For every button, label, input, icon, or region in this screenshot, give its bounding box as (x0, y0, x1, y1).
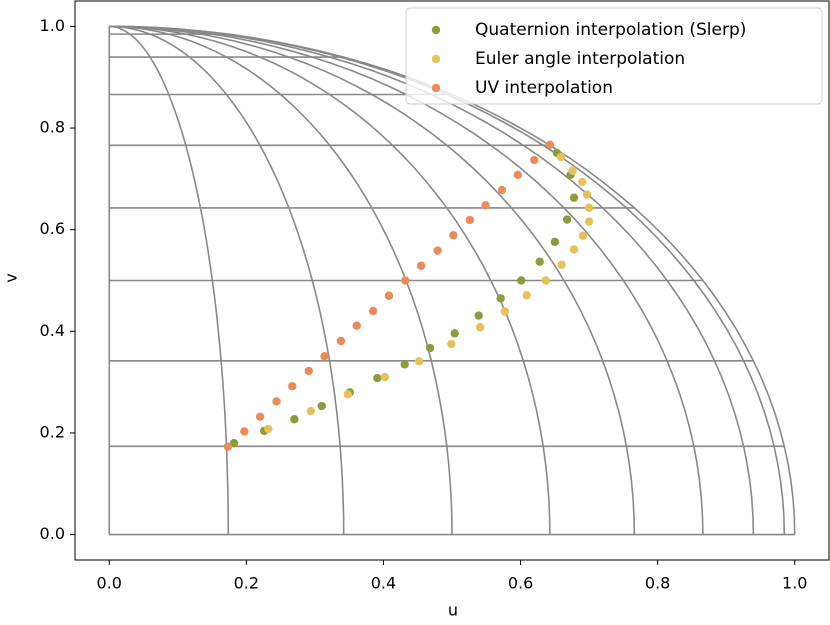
meridian (109, 25, 704, 535)
meridian (109, 25, 345, 535)
x-tick-label: 0.2 (234, 574, 259, 593)
meridian (109, 25, 755, 535)
scatter-point (475, 323, 485, 332)
legend-marker (431, 54, 441, 64)
scatter-point (384, 291, 394, 300)
scatter-point (474, 311, 483, 320)
scatter-point (320, 352, 329, 361)
scatter-point (272, 397, 281, 406)
scatter-point (562, 215, 572, 224)
scatter-point (584, 203, 594, 213)
scatter-point (530, 155, 539, 165)
legend-marker (431, 83, 441, 93)
meridian (109, 25, 453, 535)
scatter-point (556, 152, 566, 162)
scatter-point (336, 336, 346, 346)
x-tick-label: 0.4 (371, 574, 396, 593)
scatter-point (578, 231, 588, 240)
scatter-point (288, 382, 297, 391)
legend-box (405, 7, 823, 105)
meridian (109, 25, 551, 535)
scatter-point (368, 306, 378, 316)
scatter-point (264, 424, 273, 434)
scatter-point (401, 276, 410, 285)
scatter-point (550, 237, 560, 247)
scatter-point (304, 366, 313, 376)
legend-marker (431, 25, 441, 35)
scatter-point (569, 245, 579, 254)
scatter-point (496, 294, 505, 303)
x-tick-label: 0.6 (508, 574, 533, 593)
scatter-point (568, 166, 577, 175)
y-tick-label: 0.8 (40, 118, 65, 137)
plot-frame (74, 0, 830, 561)
scatter-point (569, 193, 579, 202)
scatter-point (481, 201, 490, 210)
scatter-point (450, 329, 459, 338)
scatter-point (255, 412, 265, 421)
y-tick-label: 0.6 (40, 219, 65, 238)
legend-label: UV interpolation (475, 78, 613, 98)
scatter-point (522, 291, 531, 300)
scatter-point (306, 406, 315, 416)
scatter-point (290, 415, 299, 424)
scatter-point (513, 170, 523, 179)
scatter-point (500, 307, 509, 316)
scatter-point (584, 217, 594, 226)
scatter-point (352, 321, 361, 330)
y-tick-label: 1.0 (40, 16, 65, 35)
scatter-point (447, 339, 456, 349)
scatter-point (425, 343, 435, 353)
x-tick-label: 0.0 (97, 574, 122, 593)
scatter-point (414, 357, 424, 366)
scatter-point (578, 177, 587, 187)
x-tick-label: 0.8 (645, 574, 670, 593)
scatter-point (343, 390, 353, 399)
scatter-point (223, 442, 233, 451)
scatter-point (380, 372, 390, 382)
scatter-point (373, 373, 382, 383)
scatter-point (317, 401, 326, 411)
scatter-point (229, 438, 239, 448)
meridian (109, 25, 230, 535)
scatter-point (449, 231, 458, 240)
scatter-point (557, 260, 566, 269)
scatter-point (416, 261, 426, 270)
scatter-point (545, 140, 555, 150)
scatter-point (582, 190, 592, 199)
scatter-point (465, 215, 475, 225)
legend-label: Quaternion interpolation (Slerp) (475, 20, 746, 40)
y-tick-label: 0.0 (40, 524, 65, 543)
scatter-point (535, 257, 544, 266)
legend: Quaternion interpolation (Slerp) Euler an… (405, 7, 823, 105)
scatter-point (497, 185, 507, 195)
y-tick-label: 0.2 (40, 422, 65, 441)
y-axis-label: v (2, 273, 21, 282)
meridian (109, 25, 796, 535)
scatter-point (400, 360, 409, 369)
scatter-point (517, 276, 526, 285)
meridian (109, 25, 636, 535)
x-tick-label: 1.0 (782, 574, 807, 593)
scatter-point (541, 276, 551, 285)
scatter-point (240, 427, 249, 436)
x-axis-label: u (448, 601, 458, 620)
y-tick-label: 0.4 (40, 321, 65, 340)
legend-label: Euler angle interpolation (475, 49, 685, 69)
scatter-point (433, 246, 442, 255)
